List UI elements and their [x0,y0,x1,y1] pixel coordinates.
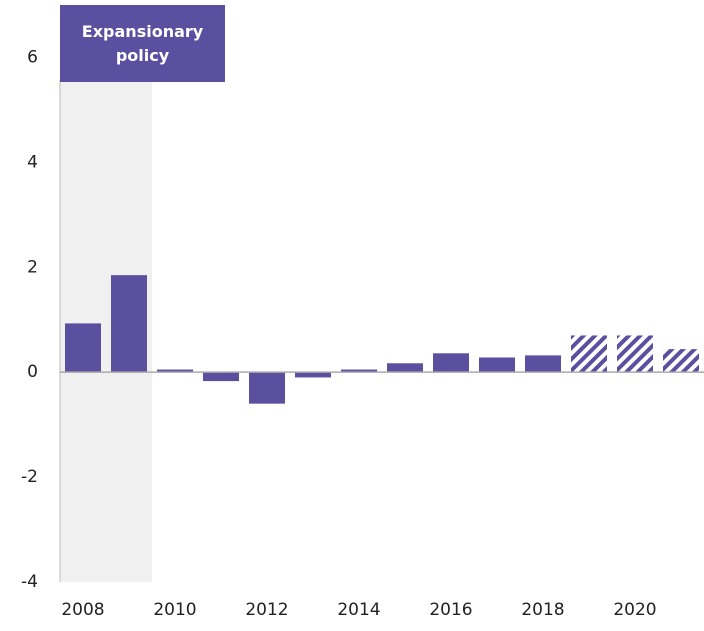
y-tick-label: -4 [21,572,38,592]
annotation: Expansionary policy [60,5,225,82]
bar [157,369,193,373]
bar [249,372,285,404]
x-tick-label: 2020 [613,600,656,620]
y-tick-label: -2 [21,467,38,487]
bar [111,275,147,373]
y-tick-label: 6 [27,47,38,67]
bar [65,323,101,373]
bar [571,335,607,373]
y-tick-label: 4 [27,152,38,172]
bar [525,355,561,373]
x-tick-label: 2008 [61,600,104,620]
y-tick-label: 2 [27,257,38,277]
bar [295,372,331,378]
x-tick-label: 2018 [521,600,564,620]
x-tick-label: 2014 [337,600,380,620]
bar [663,349,699,373]
bar [203,372,239,382]
x-tick-label: 2016 [429,600,472,620]
bar [479,357,515,373]
x-tick-label: 2010 [153,600,196,620]
bar [617,335,653,373]
bar [341,369,377,373]
bar [387,363,423,373]
y-tick-label: 0 [27,362,38,382]
x-tick-label: 2012 [245,600,288,620]
bar [433,353,469,373]
